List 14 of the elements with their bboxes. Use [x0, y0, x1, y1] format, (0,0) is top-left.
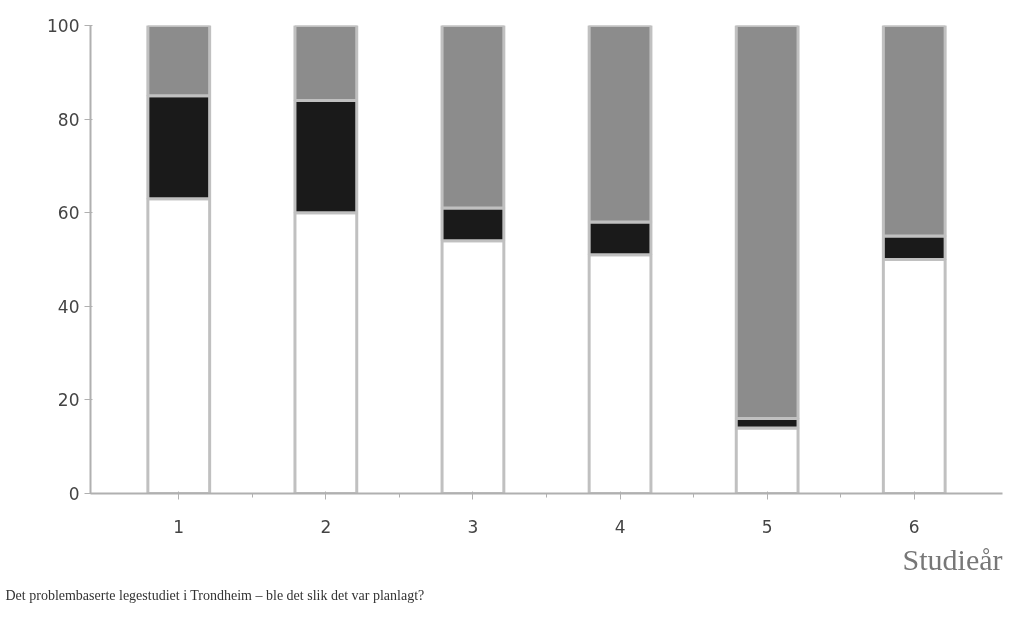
x-tick-label: 1: [173, 516, 185, 537]
y-tick-label: 20: [57, 390, 80, 411]
y-tick-label: 80: [57, 109, 80, 130]
y-tick-label: 0: [68, 484, 80, 504]
x-tick-label: 4: [614, 516, 626, 537]
x-tick-label: 2: [320, 516, 332, 537]
y-tick-label: 40: [57, 296, 80, 317]
x-tick-label: 3: [467, 516, 479, 537]
y-tick-label: 60: [57, 203, 80, 224]
y-tick-label: 100: [47, 16, 80, 36]
x-tick-label: 6: [908, 516, 920, 537]
x-tick-label: 5: [761, 516, 773, 537]
x-axis-title: Studieår: [902, 542, 1003, 576]
text: Det problembaserte legestudiet i Trondheim – ble det slik det var planlagt?: [5, 587, 425, 603]
